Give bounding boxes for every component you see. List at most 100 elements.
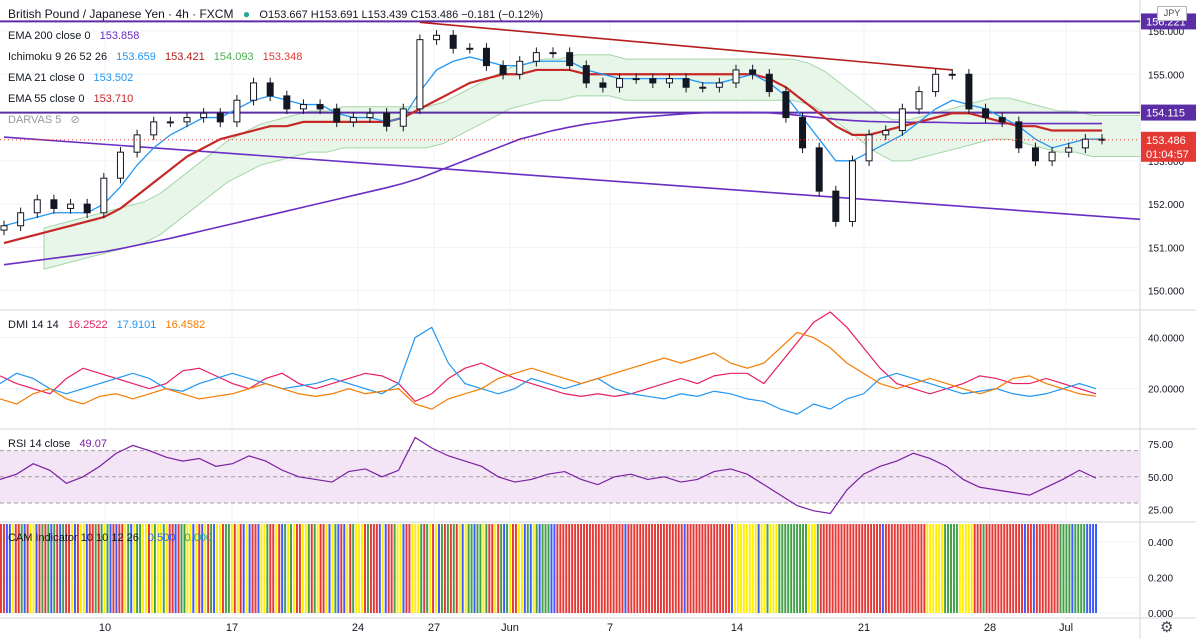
cam-bar	[17, 524, 20, 613]
legend-cam[interactable]: CAM Indicator 10 10 12 26 0.500 0.000	[8, 531, 218, 545]
dmi-line-3[interactable]	[0, 331, 1097, 410]
cam-bar	[295, 524, 298, 613]
dmi-line-1[interactable]	[0, 311, 1097, 403]
cam-bar	[174, 524, 177, 613]
cam-bar	[248, 524, 251, 613]
cam-bar	[843, 524, 846, 613]
cam-bar	[870, 524, 873, 613]
cam-bar	[124, 524, 127, 613]
cam-bar	[139, 524, 142, 613]
x-tick-label: 27	[428, 622, 440, 634]
legend-rsi[interactable]: RSI 14 close 49.07	[8, 437, 113, 451]
cam-bar	[852, 524, 855, 613]
cam-bar	[902, 524, 905, 613]
currency-badge[interactable]: JPY	[1157, 6, 1187, 21]
cam-bar	[689, 524, 692, 613]
cam-bar	[1068, 524, 1071, 613]
legend-ema200[interactable]: EMA 200 close 0 153.858	[8, 29, 145, 43]
cam-bar	[387, 524, 390, 613]
cam-bar	[970, 524, 973, 613]
cam-bar	[219, 524, 221, 613]
cam-bar	[651, 524, 654, 613]
cam-bar	[440, 524, 443, 613]
cam-bar	[899, 524, 902, 613]
cam-bar	[742, 524, 745, 613]
cam-bar	[810, 524, 813, 613]
cam-bar	[325, 524, 328, 613]
cam-bar	[609, 524, 612, 613]
dmi-line-2[interactable]	[0, 326, 1097, 415]
cam-bar	[322, 524, 325, 613]
cam-bar	[822, 524, 825, 613]
cam-bar	[479, 524, 482, 613]
legend-ema21[interactable]: EMA 21 close 0 153.502	[8, 71, 139, 85]
cam-bar	[216, 524, 219, 613]
cam-bar	[639, 524, 642, 613]
cam-bar	[358, 524, 361, 613]
cam-bar	[68, 524, 71, 613]
cam-bar	[541, 524, 544, 613]
cam-bar	[372, 524, 375, 613]
cam-bar	[781, 524, 784, 613]
trendline[interactable]	[3, 136, 1141, 221]
legend-dmi[interactable]: DMI 14 14 16.2522 17.9101 16.4582	[8, 318, 211, 332]
cam-bar	[668, 524, 671, 613]
cam-bar	[405, 524, 408, 613]
gear-icon[interactable]: ⚙	[1160, 619, 1174, 636]
symbol-title[interactable]: British Pound / Japanese Yen · 4h · FXCM	[8, 7, 234, 21]
cam-bar	[2, 524, 5, 613]
cam-bar	[805, 524, 807, 613]
cam-bar	[390, 524, 393, 613]
cam-bar	[381, 524, 384, 613]
cam-bar	[686, 524, 689, 613]
cam-bar	[307, 524, 310, 613]
dmi-value-3: 16.4582	[165, 319, 206, 331]
candle-body	[815, 147, 823, 192]
cam-bar	[722, 524, 725, 613]
candle-body	[482, 47, 490, 67]
trendline[interactable]	[419, 21, 953, 71]
chart-legend-header: British Pound / Japanese Yen · 4h · FXCM…	[8, 7, 549, 22]
y-tick-label: 150.000	[1148, 287, 1185, 298]
candle-body	[982, 108, 990, 119]
cam-bar	[917, 524, 920, 613]
candle-body	[349, 117, 357, 123]
cam-bar	[23, 524, 26, 613]
cam-bar	[420, 524, 423, 613]
cam-bar	[725, 524, 728, 613]
cam-bar	[290, 524, 292, 613]
ichimoku-label: Ichimoku 9 26 52 26	[8, 51, 108, 63]
legend-ichimoku[interactable]: Ichimoku 9 26 52 26 153.659 153.421 154.…	[8, 50, 308, 64]
cam-bar	[828, 524, 831, 613]
cam-bar	[713, 524, 716, 613]
candle-body	[549, 52, 557, 55]
y-tick-label: 155.000	[1148, 70, 1185, 81]
cam-bar	[944, 524, 947, 613]
cam-bar	[396, 524, 399, 613]
cam-bar	[793, 524, 796, 613]
cam-bar	[500, 524, 503, 613]
price-label-level-mid: 154.115	[1146, 108, 1185, 120]
cam-bar	[574, 524, 577, 613]
cam-bar	[683, 524, 686, 613]
eye-hidden-icon[interactable]: ⊘	[70, 114, 80, 126]
candle-body	[1081, 138, 1089, 149]
cam-bar	[230, 524, 233, 613]
legend-darvas[interactable]: DARVAS 5 ⊘	[8, 113, 86, 127]
cam-bar	[109, 524, 112, 613]
y-tick-label: 152.000	[1148, 200, 1185, 211]
legend-ema55[interactable]: EMA 55 close 0 153.710	[8, 92, 139, 106]
rsi-line[interactable]	[0, 436, 1097, 515]
cam-bar	[142, 524, 145, 613]
candle-body	[499, 65, 507, 75]
cam-bar	[1021, 524, 1024, 613]
cam-bar	[659, 524, 662, 613]
cam-bar	[745, 524, 748, 613]
cam-bar	[364, 524, 366, 613]
cam-tick-label: 0.200	[1148, 573, 1173, 584]
x-tick-label: Jun	[501, 622, 519, 634]
ema200-label: EMA 200 close 0	[8, 30, 91, 42]
cam-bar	[1044, 524, 1047, 613]
cam-bar	[834, 524, 837, 613]
